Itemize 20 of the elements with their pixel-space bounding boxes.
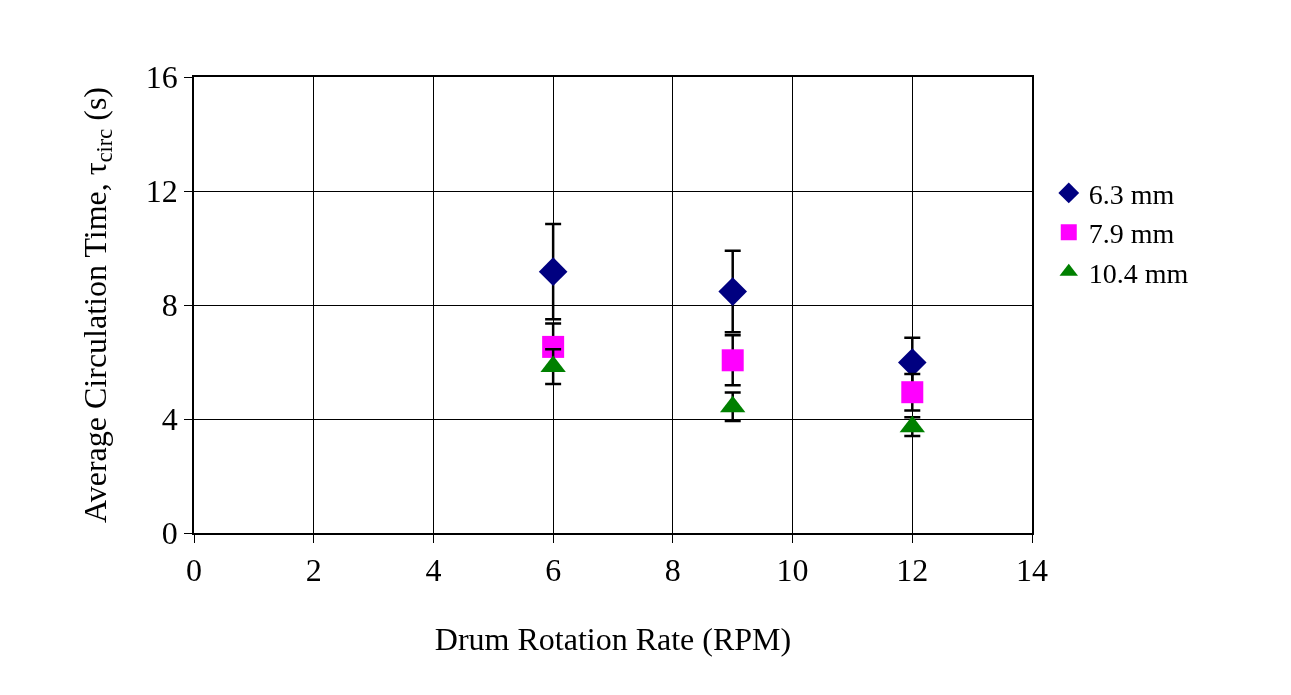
x-tick-label: 10 xyxy=(776,552,809,589)
x-tick-label: 6 xyxy=(545,552,562,589)
y-tick-label: 16 xyxy=(145,59,178,96)
legend-label: 10.4 mm xyxy=(1088,257,1189,289)
x-tick-label: 0 xyxy=(186,552,202,589)
x-tick-label: 12 xyxy=(896,552,929,589)
x-tick-label: 14 xyxy=(1016,552,1048,589)
x-tick-label: 4 xyxy=(425,552,442,589)
point xyxy=(538,257,568,286)
y-tick-label: 8 xyxy=(161,287,178,324)
y-tick-label: 12 xyxy=(145,173,178,210)
y-tick-label: 0 xyxy=(161,515,178,552)
legend-label: 7.9 mm xyxy=(1088,218,1175,250)
legend-label: 6.3 mm xyxy=(1088,178,1175,210)
x-tick-label: 2 xyxy=(305,552,322,589)
x-axis-title: Drum Rotation Rate (RPM) xyxy=(434,620,792,657)
point xyxy=(718,277,748,306)
y-tick-label: 4 xyxy=(161,401,178,438)
point xyxy=(721,349,744,372)
x-tick-label: 8 xyxy=(664,552,681,589)
